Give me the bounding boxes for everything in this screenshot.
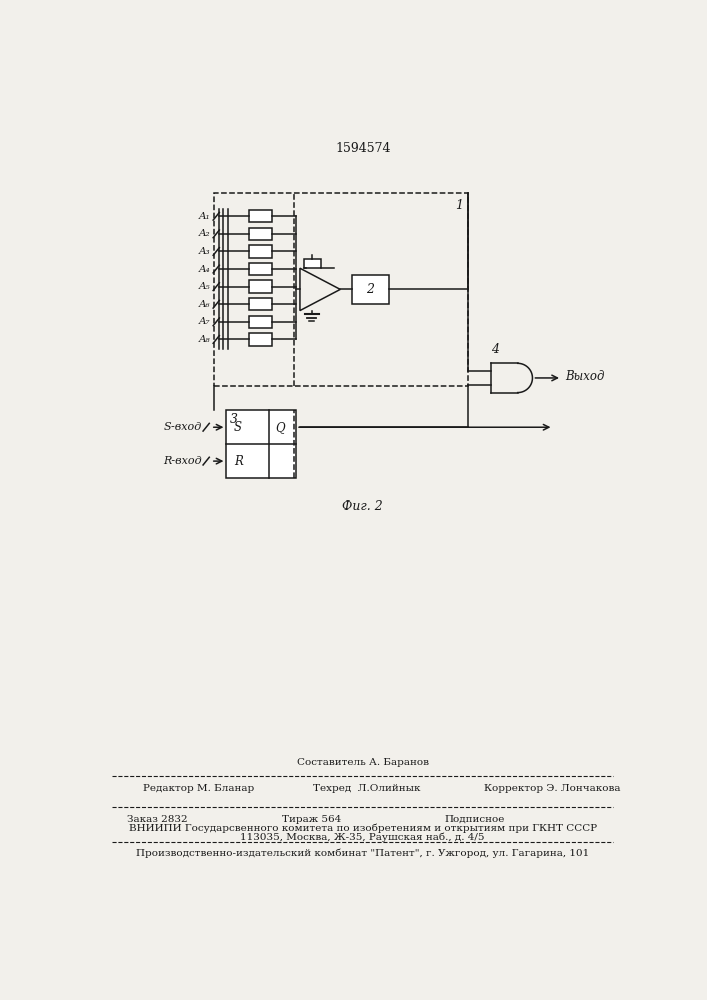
Text: A₄: A₄ <box>199 265 211 274</box>
Text: A₈: A₈ <box>199 335 211 344</box>
Text: A₅: A₅ <box>199 282 211 291</box>
Text: Тираж 564: Тираж 564 <box>282 815 341 824</box>
Text: 1: 1 <box>455 199 463 212</box>
Text: S: S <box>234 421 242 434</box>
Text: R-вход: R-вход <box>163 456 201 466</box>
Text: Подписное: Подписное <box>445 815 506 824</box>
Text: Составитель А. Баранов: Составитель А. Баранов <box>297 758 428 767</box>
Text: A₁: A₁ <box>199 212 211 221</box>
Bar <box>249 210 272 222</box>
Bar <box>249 333 272 346</box>
Bar <box>249 245 272 258</box>
Bar <box>249 263 272 275</box>
Text: Производственно-издательский комбинат "Патент", г. Ужгород, ул. Гагарина, 101: Производственно-издательский комбинат "П… <box>136 848 590 858</box>
Text: ВНИИПИ Государсвенного комитета по изобретениям и открытиям при ГКНТ СССР: ВНИИПИ Государсвенного комитета по изобр… <box>129 824 597 833</box>
Text: A₂: A₂ <box>199 229 211 238</box>
Text: Фиг. 2: Фиг. 2 <box>342 500 383 513</box>
Bar <box>214 193 468 386</box>
Text: A₃: A₃ <box>199 247 211 256</box>
Text: 3: 3 <box>230 413 238 426</box>
Bar <box>226 410 296 478</box>
Text: 1594574: 1594574 <box>335 142 390 155</box>
Text: A₇: A₇ <box>199 317 211 326</box>
Text: Корректор Э. Лончакова: Корректор Э. Лончакова <box>484 784 620 793</box>
Bar <box>249 228 272 240</box>
Bar <box>304 259 321 268</box>
Text: R: R <box>234 455 243 468</box>
Text: 4: 4 <box>491 343 499 356</box>
Text: Редактор М. Бланар: Редактор М. Бланар <box>143 784 254 793</box>
Text: S-вход: S-вход <box>163 422 201 432</box>
Text: Техред  Л.Олийнык: Техред Л.Олийнык <box>313 784 421 793</box>
Text: 113035, Москва, Ж-35, Раушская наб., д. 4/5: 113035, Москва, Ж-35, Раушская наб., д. … <box>240 833 485 842</box>
Text: Заказ 2832: Заказ 2832 <box>127 815 188 824</box>
Text: A₆: A₆ <box>199 300 211 309</box>
Text: 2: 2 <box>366 283 375 296</box>
Bar <box>249 316 272 328</box>
Text: Q: Q <box>275 421 285 434</box>
Bar <box>352 275 389 304</box>
Bar <box>249 298 272 310</box>
Bar <box>249 280 272 293</box>
Text: Выход: Выход <box>565 370 604 383</box>
